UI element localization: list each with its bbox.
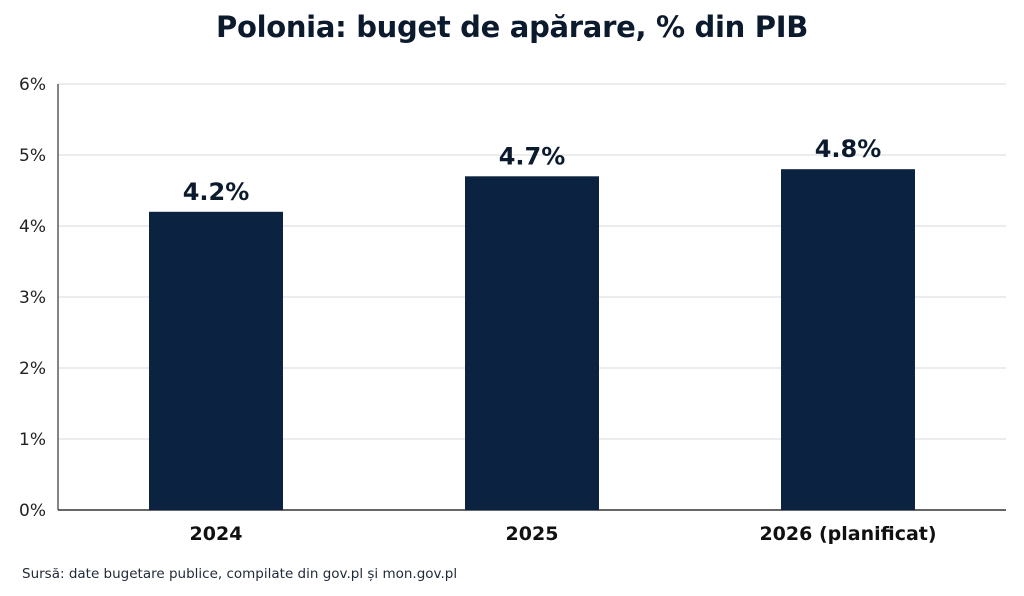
bar (465, 176, 599, 511)
y-tick-label: 4% (19, 217, 46, 237)
bar (149, 211, 283, 511)
bar-value-label: 4.2% (183, 178, 250, 206)
y-tick-label: 5% (19, 146, 46, 166)
x-tick-label: 2026 (planificat) (759, 523, 936, 545)
y-tick-label: 6% (19, 75, 46, 95)
x-tick-label: 2024 (190, 523, 243, 545)
y-tick-label: 2% (19, 359, 46, 379)
bar-value-label: 4.7% (499, 142, 566, 170)
bar-value-label: 4.8% (815, 135, 882, 163)
y-tick-label: 0% (19, 501, 46, 521)
chart-title: Polonia: buget de apărare, % din PIB (216, 10, 808, 44)
source-note: Sursă: date bugetare publice, compilate … (22, 566, 458, 582)
bar (781, 169, 915, 510)
y-tick-label: 1% (19, 430, 46, 450)
y-tick-label: 3% (19, 288, 46, 308)
x-tick-label: 2025 (506, 523, 559, 545)
